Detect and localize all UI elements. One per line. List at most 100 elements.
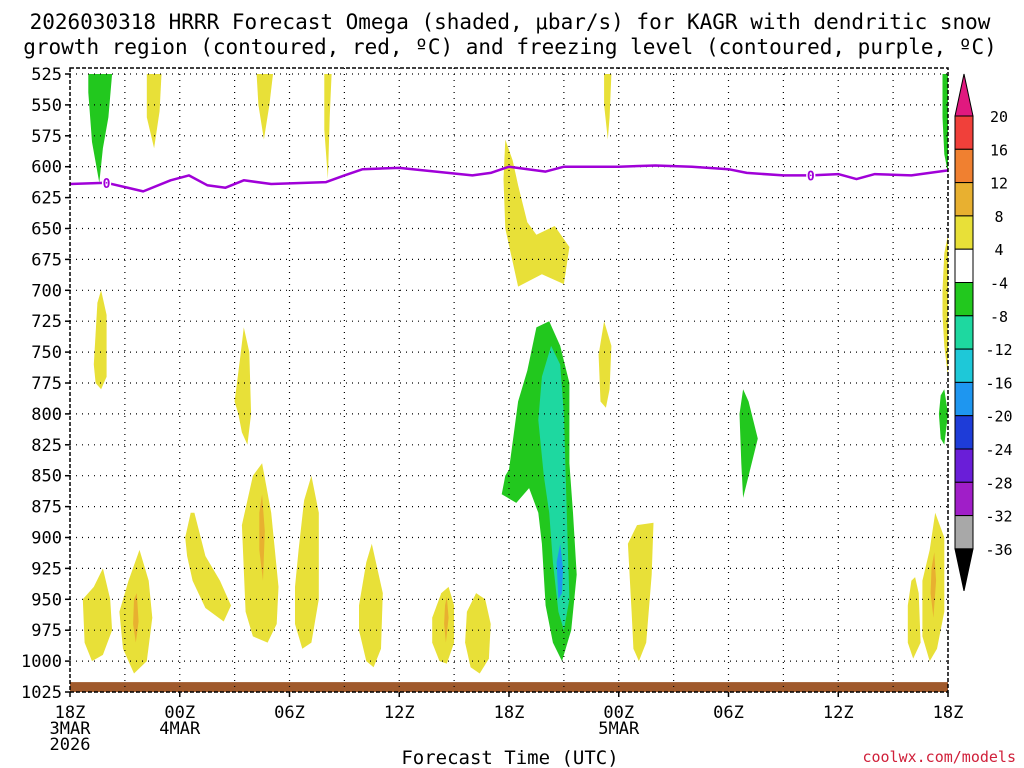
y-tick-label: 775	[31, 374, 62, 394]
colorbar-swatch	[954, 315, 974, 350]
colorbar-swatch	[954, 381, 974, 417]
y-tick-label: 625	[31, 189, 62, 209]
colorbar-label: -8	[990, 308, 1008, 326]
y-tick-label: 800	[31, 405, 62, 425]
yellow-top-d	[604, 74, 612, 140]
yellow-bottom-6	[359, 543, 383, 668]
x-tick-label: 18Z	[933, 703, 964, 723]
y-tick-label: 975	[31, 621, 62, 641]
x-tick-label: 18Z	[55, 703, 86, 723]
x-tick-label: 06Z	[713, 703, 744, 723]
x-tick-label: 12Z	[823, 703, 854, 723]
colorbar-label: -24	[985, 441, 1012, 459]
yellow-right-edge	[942, 234, 948, 377]
colorbar-label: -12	[985, 341, 1012, 359]
y-tick-label: 725	[31, 312, 62, 332]
chart-title-line2: growth region (contoured, red, ºC) and f…	[23, 35, 997, 59]
yellow-left-775	[234, 327, 252, 445]
chart-title: 2026030318 HRRR Forecast Omega (shaded, …	[23, 10, 997, 59]
x-tick-label: 18Z	[494, 703, 525, 723]
y-tick-label: 925	[31, 559, 62, 579]
colorbar-swatch	[954, 248, 974, 283]
orange-spot-1	[133, 593, 139, 643]
green-right-800	[938, 389, 948, 445]
freezing-level-label: 0	[103, 177, 111, 192]
colorbar-label: 16	[990, 141, 1008, 159]
colorbar-swatch	[954, 448, 974, 483]
colorbar-top-triangle	[954, 73, 974, 117]
y-tick-label: 750	[31, 343, 62, 363]
colorbar-label: -20	[985, 408, 1012, 426]
x-axis-label: Forecast Time (UTC)	[401, 747, 618, 768]
colorbar: 20 16 12 8 4 -4 -8 -12 -16 -20 -24 -28 -32 -36	[954, 73, 1013, 592]
colorbar-swatch	[954, 182, 974, 217]
yellow-bottom-3	[185, 512, 231, 622]
colorbar-label: -16	[985, 374, 1012, 392]
x-tick-label: 5MAR	[598, 719, 640, 739]
colorbar-label: 8	[994, 208, 1003, 226]
green-right-top	[942, 74, 948, 173]
y-tick-label: 600	[31, 158, 62, 178]
yellow-bottom-7	[432, 586, 455, 664]
y-tick-label: 1025	[21, 683, 62, 703]
yellow-bottom-1	[82, 568, 113, 662]
colorbar-label: 20	[990, 108, 1008, 126]
x-tick-label: 00Z	[603, 703, 634, 723]
y-tick-label: 1000	[21, 652, 62, 672]
x-tick-label: 4MAR	[159, 719, 201, 739]
blue-core-18z	[556, 543, 563, 600]
colorbar-label: -28	[985, 474, 1012, 492]
y-tick-label: 575	[31, 127, 62, 147]
green-right-825	[739, 389, 758, 498]
x-tick-label: 06Z	[274, 703, 305, 723]
yellow-top-c	[324, 74, 332, 180]
x-tick-label: 3MAR	[50, 719, 92, 739]
colorbar-swatch	[954, 282, 974, 317]
chart-title-line1: 2026030318 HRRR Forecast Omega (shaded, …	[30, 10, 991, 34]
y-tick-label: 900	[31, 529, 62, 549]
colorbar-label: -36	[985, 541, 1012, 559]
y-axis-ticks: 525 550 575 600 625 650 675 700 725 750 775 800 825 8…	[21, 65, 70, 703]
colorbar-swatch	[954, 348, 974, 383]
colorbar-swatch	[954, 215, 974, 250]
yellow-top-a	[146, 74, 162, 149]
yellow-right-18z	[598, 321, 612, 408]
y-tick-label: 875	[31, 498, 62, 518]
orange-spot-3	[444, 596, 449, 643]
y-tick-label: 700	[31, 281, 62, 301]
yellow-bottom-5	[295, 475, 319, 649]
yellow-bottom-9	[627, 522, 654, 662]
yellow-top-b	[256, 74, 273, 140]
x-tick-label: 12Z	[384, 703, 415, 723]
y-tick-label: 825	[31, 436, 62, 456]
credit-text: coolwx.com/models	[862, 748, 1016, 766]
green-top-left	[88, 74, 113, 183]
yellow-bottom-10	[907, 577, 921, 659]
omega-shaded-regions	[82, 74, 948, 674]
colorbar-bottom-triangle	[954, 548, 974, 592]
y-tick-label: 950	[31, 590, 62, 610]
y-tick-label: 675	[31, 250, 62, 270]
surface-band-fill	[70, 682, 948, 692]
colorbar-label: 12	[990, 175, 1008, 193]
colorbar-label: -4	[990, 275, 1008, 293]
yellow-left-725	[93, 290, 107, 390]
colorbar-swatch	[954, 515, 974, 550]
colorbar-swatch	[954, 481, 974, 517]
yellow-mid-18z	[503, 139, 570, 287]
colorbar-label: -32	[985, 508, 1012, 526]
colorbar-swatch	[954, 415, 974, 450]
freezing-level-line	[69, 164, 949, 193]
colorbar-swatch	[954, 148, 974, 184]
y-tick-label: 525	[31, 65, 62, 85]
yellow-bottom-8	[465, 593, 491, 674]
colorbar-swatch	[954, 115, 974, 150]
y-tick-label: 850	[31, 467, 62, 487]
x-tick-label: 00Z	[164, 703, 195, 723]
surface-band	[70, 682, 948, 692]
y-tick-label: 550	[31, 96, 62, 116]
freezing-level-label: 0	[807, 169, 815, 184]
